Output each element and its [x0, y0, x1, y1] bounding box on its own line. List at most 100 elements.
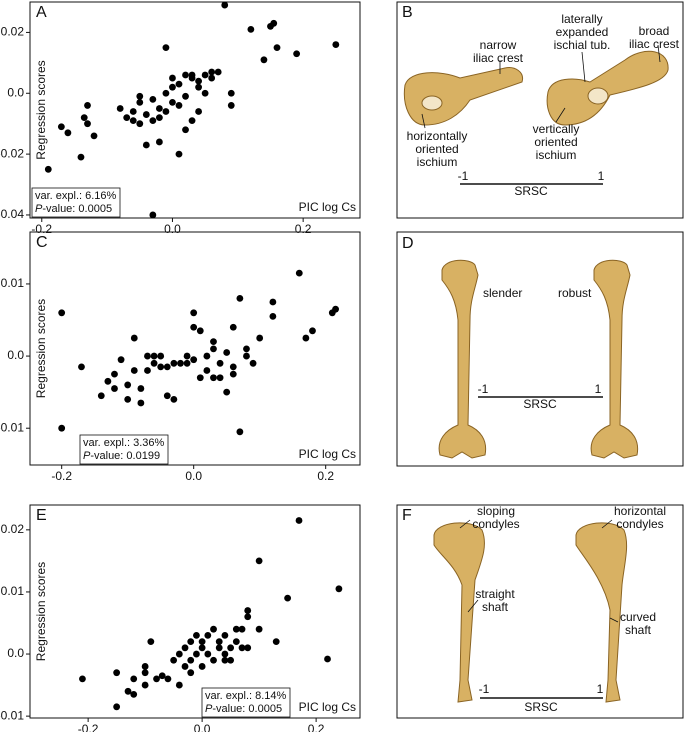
point	[170, 395, 178, 403]
point	[210, 345, 217, 353]
x-tick-label: 0.2	[295, 222, 312, 236]
point	[158, 672, 166, 680]
leader-line	[657, 44, 661, 63]
point	[190, 323, 198, 331]
point	[177, 359, 184, 367]
y-tick-label: 0.02	[1, 522, 25, 536]
x-axis-label: PIC log Cs	[299, 200, 356, 214]
point	[215, 638, 223, 646]
pelvis-foramen	[421, 95, 443, 111]
point	[227, 644, 235, 652]
point	[195, 83, 202, 91]
point	[196, 327, 204, 335]
stats-frame	[201, 687, 291, 718]
annotation: slender	[483, 286, 522, 300]
point	[136, 92, 144, 100]
point	[155, 105, 163, 112]
point	[272, 638, 280, 646]
point	[208, 68, 216, 76]
point	[142, 141, 150, 149]
point	[80, 114, 88, 122]
point	[144, 367, 151, 374]
scatter-chart: 0.02 0.0 -0.02 -0.04 -0.2 0.0 0.2 A Regression s…	[0, 1, 361, 236]
humerus	[433, 522, 485, 703]
x-tick-label: 0.0	[194, 722, 211, 732]
point	[44, 165, 52, 173]
panel-frame	[396, 504, 684, 719]
point	[182, 71, 189, 79]
annotation: curved shaft	[620, 610, 656, 637]
point	[238, 625, 246, 633]
point	[169, 83, 176, 91]
leader-line	[601, 519, 613, 529]
p-text: -value: 0.0199	[90, 450, 160, 462]
point	[232, 638, 240, 646]
point	[256, 334, 264, 342]
point	[84, 120, 91, 128]
panel-d: D slender robust -1 1 SRSC	[396, 231, 684, 467]
point	[302, 334, 310, 342]
point	[181, 663, 189, 670]
point	[229, 323, 237, 331]
x-axis-label: PIC log Cs	[299, 700, 356, 714]
point	[111, 385, 118, 392]
stats-variance: var. expl.: 8.14%	[205, 690, 287, 702]
y-tick-label: 0.01	[1, 584, 25, 598]
point	[149, 211, 157, 219]
point	[175, 150, 183, 158]
point	[130, 367, 138, 374]
p-symbol: P	[205, 703, 213, 715]
point	[193, 650, 200, 658]
point	[244, 607, 252, 614]
point	[155, 138, 163, 146]
panel-letter: D	[402, 235, 414, 252]
point	[163, 392, 171, 400]
leader-line	[459, 519, 471, 529]
stats-box: var. expl.: 3.36%P-value: 0.0199	[79, 434, 169, 465]
point	[162, 89, 170, 97]
panel-f: F sloping condyles straight shaft horizont…	[396, 504, 684, 719]
point	[215, 644, 223, 652]
point	[295, 269, 303, 277]
y-tick-label: 0.0	[7, 85, 24, 99]
point	[221, 632, 229, 639]
point	[232, 625, 240, 633]
scatter-chart: 0.01 0.0 -0.01 -0.2 0.0 0.2 C Regression scores…	[0, 231, 361, 483]
annotation: straight shaft	[475, 587, 515, 614]
point	[155, 114, 163, 122]
point	[149, 117, 157, 125]
leader-line	[421, 113, 426, 129]
point	[293, 50, 301, 58]
leader-line	[555, 107, 566, 123]
panel-letter: E	[36, 507, 47, 524]
point	[335, 585, 343, 593]
point	[162, 108, 170, 115]
point	[190, 309, 198, 317]
point	[162, 44, 170, 52]
stats-box: var. expl.: 6.16%P-value: 0.0005	[31, 187, 121, 218]
point	[260, 56, 268, 64]
y-axis-label: Regression scores	[34, 60, 48, 159]
point	[216, 374, 224, 382]
point	[141, 669, 149, 677]
point	[223, 388, 231, 396]
point	[90, 132, 98, 140]
point	[195, 77, 202, 85]
point	[244, 613, 252, 621]
point	[130, 334, 138, 342]
point	[175, 80, 183, 88]
point	[203, 367, 211, 374]
femur	[590, 259, 639, 459]
point	[221, 650, 229, 658]
y-tick-label: -0.02	[0, 146, 24, 160]
point	[203, 352, 211, 360]
point	[221, 1, 229, 9]
point	[273, 44, 281, 52]
scale-label: SRSC	[523, 397, 557, 411]
point	[195, 108, 202, 115]
scale-label: SRSC	[524, 700, 558, 714]
point	[208, 74, 216, 82]
scale-min: -1	[478, 382, 489, 396]
annotation: horizontal condyles	[614, 504, 666, 531]
point	[129, 117, 137, 125]
